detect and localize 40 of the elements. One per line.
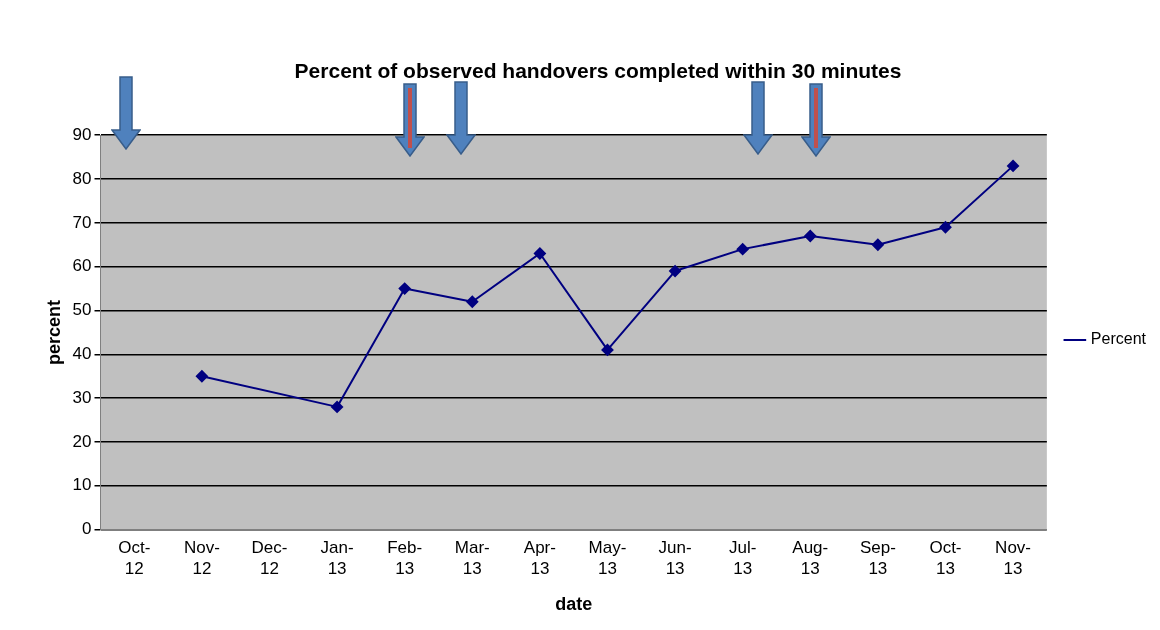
point — [871, 238, 884, 251]
point — [398, 282, 411, 295]
y-tick-label: 40 — [72, 344, 92, 363]
x-tick-label: Apr-13 — [523, 538, 556, 578]
y-tick-label: 0 — [82, 519, 92, 539]
x-tick-label: Mar-13 — [454, 538, 490, 578]
x-tick-label: Nov-12 — [183, 538, 220, 578]
x-tick-label: May-13 — [588, 538, 627, 578]
x-tick-label: Oct-13 — [929, 538, 962, 578]
y-tick-label: 80 — [72, 168, 92, 188]
legend-label: Percent — [1090, 330, 1147, 348]
y-axis-title: percent — [43, 299, 64, 365]
point — [939, 221, 952, 234]
x-tick-label: Nov-13 — [995, 538, 1032, 578]
x-tick-label: Jun-13 — [658, 538, 692, 578]
x-tick-label: Aug-13 — [792, 538, 829, 578]
x-axis-title: date — [555, 594, 593, 615]
y-tick-label: 70 — [72, 212, 92, 232]
x-tick-label: Sep-13 — [859, 538, 896, 578]
x-tick-label: Jan-13 — [320, 538, 354, 578]
chart-title: Percent of observed handovers completed within 30 minutes — [294, 59, 902, 83]
x-tick-label: Oct-12 — [118, 538, 151, 578]
point — [1007, 159, 1020, 172]
point — [804, 229, 817, 242]
point — [736, 243, 749, 256]
y-tick-label: 90 — [72, 124, 92, 144]
y-tick-label: 30 — [72, 387, 92, 407]
point — [331, 400, 344, 413]
point — [466, 295, 479, 308]
x-tick-label: Jul-13 — [728, 538, 757, 578]
point — [669, 265, 682, 278]
y-tick-label: 10 — [72, 475, 92, 495]
point — [195, 370, 208, 383]
point — [601, 343, 614, 356]
y-tick-label: 60 — [72, 256, 92, 276]
x-tick-label: Feb-13 — [387, 538, 423, 578]
x-tick-label: Dec-12 — [251, 538, 288, 578]
y-tick-label: 20 — [72, 431, 92, 451]
point — [533, 247, 546, 260]
y-tick-label: 50 — [72, 300, 92, 320]
